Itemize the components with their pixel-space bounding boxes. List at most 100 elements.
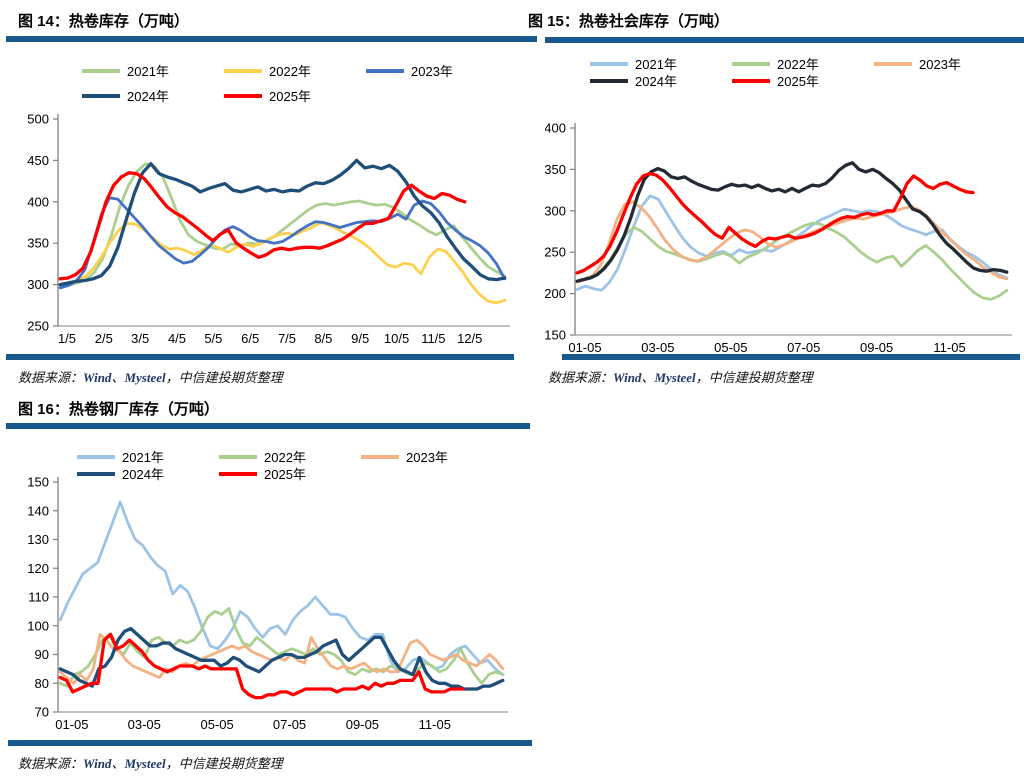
y-tick-label: 300 [545, 203, 566, 218]
legend-swatch [732, 78, 770, 83]
x-tick-label: 7/5 [278, 331, 296, 346]
source-wind: Wind [83, 370, 112, 385]
y-tick-label: 70 [35, 705, 49, 720]
legend-item: 2022年 [219, 448, 361, 465]
legend-label: 2021年 [122, 450, 164, 465]
source-wind: Wind [613, 370, 642, 385]
series-line-2022 [58, 221, 507, 305]
source-tail: 中信建投期货整理 [178, 756, 283, 771]
legend-item: 2024年 [77, 465, 219, 482]
chart16-title: 图 16：热卷钢厂库存（万吨） [18, 401, 219, 418]
source-mysteel: Mysteel [124, 756, 166, 771]
chart15-source-note: 数据来源：Wind、Mysteel，中信建投期货整理 [548, 367, 813, 386]
legend-swatch [590, 61, 628, 66]
legend-label: 2024年 [127, 89, 169, 104]
chart16-legend: 2021年 2022年 2023年 2024年 2025年 [77, 448, 509, 482]
legend-item: 2023年 [361, 448, 503, 465]
chart14-title-separator-bar [6, 36, 537, 42]
y-tick-label: 150 [545, 328, 566, 343]
y-tick-label: 250 [27, 319, 49, 334]
legend-item: 2021年 [590, 55, 732, 72]
series-line-2025 [58, 171, 467, 281]
y-tick-label: 350 [27, 236, 49, 251]
legend-swatch [224, 68, 262, 73]
chart15-title-separator-bar [545, 37, 1024, 43]
y-tick-label: 150 [27, 475, 49, 490]
chart14-plot: 500 450 400 350 300 250 1/5 2/5 3/5 4/5 5/5 6/5 7/5 8… [27, 112, 510, 346]
series-line-2025 [58, 632, 465, 700]
legend-label: 2024年 [122, 467, 164, 482]
y-tick-label: 140 [27, 503, 49, 518]
source-separator2: ， [165, 370, 179, 385]
y-tick-label: 250 [545, 245, 566, 260]
y-tick-label: 130 [27, 532, 49, 547]
x-tick-label: 01-05 [568, 340, 601, 355]
y-tick-label: 350 [545, 162, 566, 177]
x-tick-label: 01-05 [55, 717, 88, 732]
legend-label: 2023年 [406, 450, 448, 465]
chart16-bottom-separator-bar [8, 740, 532, 746]
chart14-bottom-separator-bar [6, 354, 514, 360]
chart14-source-note: 数据来源：Wind、Mysteel，中信建投期货整理 [18, 367, 283, 386]
chart16-plot: 150 140 130 120 110 100 90 80 70 01-05 03-05 05-05 0… [27, 475, 508, 732]
chart16-source-note: 数据来源：Wind、Mysteel，中信建投期货整理 [18, 753, 283, 772]
legend-item: 2021年 [82, 58, 224, 83]
x-tick-label: 10/5 [384, 331, 409, 346]
legend-item: 2023年 [874, 55, 1016, 72]
source-separator2: ， [165, 756, 179, 771]
legend-item: 2025年 [224, 83, 366, 108]
chart16-title-separator-bar [6, 423, 530, 429]
series-line-2023 [58, 632, 505, 685]
legend-label: 2025年 [777, 74, 819, 89]
legend-label: 2024年 [635, 74, 677, 89]
source-wind: Wind [83, 756, 112, 771]
legend-swatch [219, 471, 257, 476]
x-tick-label: 9/5 [351, 331, 369, 346]
series-line-2022 [58, 607, 505, 688]
legend-item: 2024年 [590, 72, 732, 89]
chart14-title: 图 14：热卷库存（万吨） [18, 13, 189, 30]
source-separator: 、 [111, 756, 125, 771]
legend-item: 2021年 [77, 448, 219, 465]
chart15-title: 图 15：热卷社会库存（万吨） [528, 13, 729, 30]
x-tick-label: 6/5 [241, 331, 259, 346]
legend-swatch [732, 61, 770, 66]
legend-swatch [224, 93, 262, 98]
source-prefix: 数据来源： [18, 756, 84, 771]
y-tick-label: 90 [35, 647, 49, 662]
legend-item: 2022年 [224, 58, 366, 83]
legend-label: 2025年 [269, 89, 311, 104]
series-line-2021 [575, 194, 1009, 292]
x-tick-label: 09-05 [860, 340, 893, 355]
legend-swatch [219, 454, 257, 459]
source-prefix: 数据来源： [548, 370, 614, 385]
y-tick-label: 400 [545, 121, 566, 136]
source-mysteel: Mysteel [124, 370, 166, 385]
legend-label: 2025年 [264, 467, 306, 482]
series-line-2024 [58, 158, 507, 287]
source-mysteel: Mysteel [654, 370, 696, 385]
x-tick-label: 03-05 [128, 717, 161, 732]
x-tick-label: 07-05 [787, 340, 820, 355]
series-line-2023 [575, 200, 1009, 284]
source-separator2: ， [695, 370, 709, 385]
legend-swatch [82, 68, 120, 73]
chart15-bottom-separator-bar [562, 354, 1020, 360]
legend-swatch [590, 78, 628, 83]
y-tick-label: 200 [545, 286, 566, 301]
y-tick-label: 80 [35, 676, 49, 691]
x-tick-label: 2/5 [95, 331, 113, 346]
x-tick-label: 07-05 [273, 717, 306, 732]
series-line-2024 [58, 626, 505, 691]
x-tick-label: 03-05 [641, 340, 674, 355]
x-tick-label: 11-05 [933, 340, 965, 355]
source-tail: 中信建投期货整理 [708, 370, 813, 385]
chart15-legend: 2021年 2022年 2023年 2024年 2025年 [590, 55, 1022, 89]
x-tick-label: 09-05 [346, 717, 379, 732]
series-line-2025 [575, 171, 975, 275]
legend-item: 2025年 [732, 72, 874, 89]
x-tick-label: 11-05 [419, 717, 451, 732]
legend-item: 2023年 [366, 58, 508, 83]
source-prefix: 数据来源： [18, 370, 84, 385]
